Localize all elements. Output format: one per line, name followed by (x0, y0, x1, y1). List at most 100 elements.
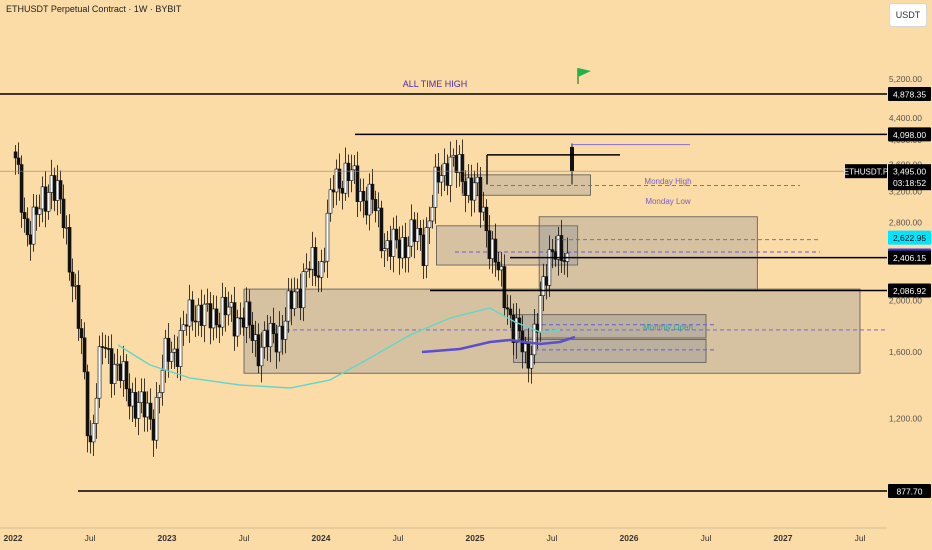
candle-body (457, 154, 462, 173)
candle-body (391, 228, 396, 257)
candle-body (169, 351, 174, 362)
price-badge (888, 87, 931, 101)
candle-body (541, 276, 546, 296)
candle-body (433, 166, 438, 208)
price-tick-label: 4,400.00 (889, 113, 922, 123)
candle-body (451, 155, 456, 158)
candle-body (154, 397, 159, 441)
candle-body (427, 220, 432, 229)
candle-body (193, 320, 198, 323)
candle-body (559, 235, 564, 261)
symbol-badge (845, 164, 887, 179)
candle-body (430, 206, 435, 222)
candle-body (73, 285, 78, 287)
candle-body (100, 346, 105, 348)
candle-body (109, 348, 114, 384)
candle-body (373, 199, 378, 212)
candle-body (43, 186, 48, 212)
candle-body (166, 337, 171, 362)
candle-body (526, 343, 531, 369)
monday-low-label: Monday Low (645, 197, 691, 206)
candle-body (247, 301, 252, 326)
candle-body (253, 334, 258, 341)
candle-body (214, 308, 219, 326)
candle-body (124, 361, 129, 390)
time-tick-label: Jul (701, 533, 712, 543)
monday-high-label: Monday High (644, 177, 691, 186)
candle-body (358, 191, 363, 202)
candle-body (484, 206, 489, 232)
candle-body (463, 181, 468, 196)
candle-body (184, 324, 189, 327)
candle-body (94, 397, 99, 424)
candle-body (385, 240, 390, 250)
price-badge (888, 484, 931, 498)
time-tick-label: 2023 (158, 533, 177, 543)
candle-body (478, 176, 483, 213)
candle-body (148, 402, 153, 420)
candle-body (370, 183, 375, 200)
countdown-label: 03:18:52 (893, 178, 926, 188)
symbol-badge-label: ETHUSDT.P (844, 168, 888, 177)
candle-body (481, 206, 486, 213)
candle-body (274, 333, 279, 353)
candle-body (502, 266, 507, 309)
price-tick-label: 1,200.00 (889, 414, 922, 424)
candle-body (181, 324, 186, 331)
candle-body (277, 325, 282, 353)
candle-body (268, 323, 273, 348)
flag-icon (578, 68, 591, 77)
price-badge-label: 2,086.92 (893, 286, 926, 296)
candle-body (211, 308, 216, 329)
candle-body (409, 219, 414, 247)
candle-body (466, 177, 471, 196)
candle-body (133, 392, 138, 419)
candle-body (202, 303, 207, 326)
candle-body (91, 423, 96, 443)
candle-body (355, 165, 360, 202)
candle-body (556, 235, 561, 260)
candle-body (244, 301, 249, 328)
price-badge (888, 230, 931, 245)
candle-body (79, 328, 84, 339)
candle-body (157, 392, 162, 398)
candle-body (76, 285, 81, 329)
candle-body (424, 227, 429, 266)
candle-body (280, 325, 285, 340)
candle-body (61, 198, 66, 229)
current-price-label: 3,495.00 (893, 167, 926, 177)
candle-body (22, 212, 27, 219)
candle-body (196, 304, 201, 322)
candle-body (175, 348, 180, 367)
candle-body (262, 330, 267, 348)
candle-body (421, 234, 426, 266)
candle-body (19, 164, 24, 213)
candle-body (475, 176, 480, 184)
candle-body (316, 275, 321, 278)
candle-body (346, 162, 351, 181)
candle-body (283, 320, 288, 340)
price-badge-label: 877.70 (897, 487, 923, 497)
candle-body (469, 177, 474, 201)
candle-body (445, 163, 450, 186)
candle-body (436, 166, 441, 183)
candle-body (544, 276, 549, 286)
candle-body (187, 299, 192, 327)
time-tick-label: Jul (85, 533, 96, 543)
currency-button[interactable]: USDT (889, 3, 927, 27)
candle-body (67, 227, 72, 273)
time-tick-label: Jul (547, 533, 558, 543)
candle-body (400, 237, 405, 259)
candle-body (361, 191, 366, 202)
candle-body (127, 388, 132, 407)
candle-body (418, 227, 423, 236)
candle-body (319, 261, 324, 278)
candle-body (529, 354, 534, 369)
price-badge-label: 4,098.00 (893, 130, 926, 140)
candle-body (382, 248, 387, 252)
time-tick-label: Jul (393, 533, 404, 543)
candle-body (397, 239, 402, 259)
candle-body (151, 418, 156, 441)
candle-body (298, 288, 303, 309)
